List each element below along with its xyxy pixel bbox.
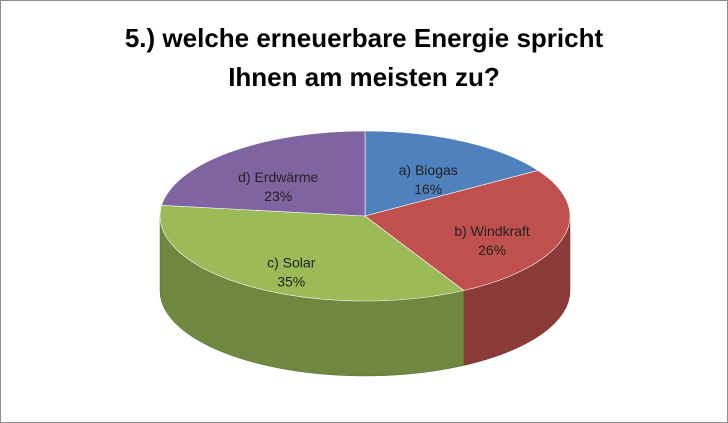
slice <box>161 130 366 217</box>
slice <box>159 205 465 302</box>
data-label-category: d) Erdwärme <box>238 169 318 185</box>
data-label-value: 16% <box>414 181 442 197</box>
data-label-category: b) Windkraft <box>454 223 530 239</box>
data-label-value: 35% <box>277 274 305 290</box>
pie: a) Biogas 16% b) Windkraft 26% c) Solar 35% d)… <box>159 130 571 377</box>
data-label-category: c) Solar <box>267 255 316 271</box>
data-label-value: 23% <box>264 188 292 204</box>
slice <box>364 130 539 217</box>
chart-title: Ihnen am meisten zu? <box>228 62 500 92</box>
data-label-category: a) Biogas <box>399 162 458 178</box>
slice <box>364 170 571 291</box>
data-label-value: 26% <box>478 242 506 258</box>
chart-title: 5.) welche erneuerbare Energie spricht <box>125 23 604 53</box>
